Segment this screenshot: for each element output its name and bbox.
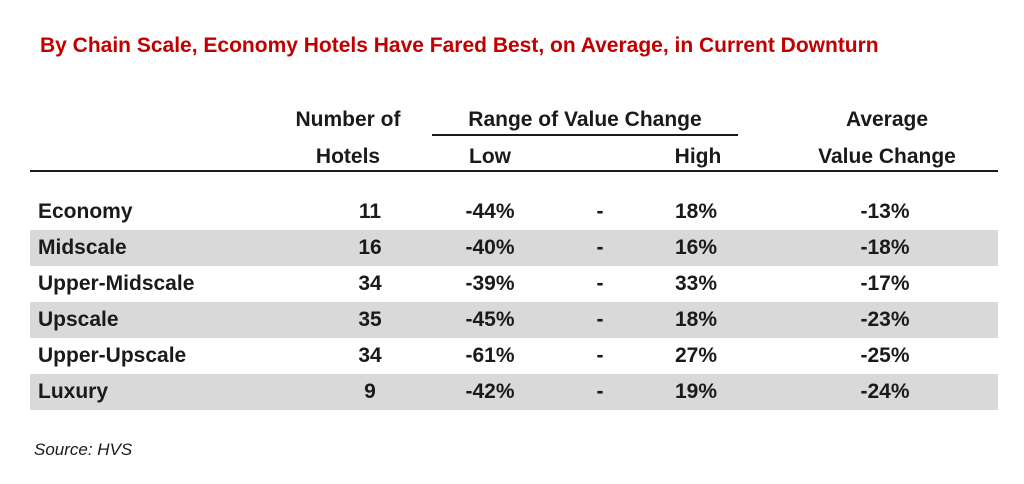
header-high: High (674, 145, 722, 168)
low-value: -40% (465, 236, 515, 259)
number-of-hotels: 11 (358, 200, 382, 223)
range-underline (432, 134, 738, 136)
range-dash: - (596, 200, 604, 223)
average-value-change: -13% (860, 200, 910, 223)
table-row: Upscale 35 -45% - 18% -23% (30, 302, 998, 338)
high-value: 18% (674, 200, 718, 223)
table-row: Luxury 9 -42% - 19% -24% (30, 374, 998, 410)
header-average-line1: Average (845, 108, 929, 131)
number-of-hotels: 9 (364, 380, 376, 403)
average-value-change: -25% (860, 344, 910, 367)
table-row: Economy 11 -44% - 18% -13% (30, 194, 998, 230)
high-value: 33% (674, 272, 718, 295)
average-value-change: -18% (860, 236, 910, 259)
header-divider (30, 170, 998, 172)
high-value: 16% (674, 236, 718, 259)
range-dash: - (596, 344, 604, 367)
row-label: Economy (38, 200, 133, 223)
high-value: 18% (674, 308, 718, 331)
row-label: Midscale (38, 236, 127, 259)
chart-title: By Chain Scale, Economy Hotels Have Fare… (40, 34, 879, 57)
high-value: 27% (674, 344, 718, 367)
range-dash: - (596, 272, 604, 295)
row-label: Luxury (38, 380, 109, 403)
row-label: Upper-Upscale (38, 344, 187, 367)
header-number-line1: Number of (295, 108, 401, 131)
range-dash: - (596, 308, 604, 331)
range-dash: - (596, 236, 604, 259)
header-average-line2: Value Change (818, 145, 956, 168)
source-note: Source: HVS (34, 440, 133, 459)
range-dash: - (596, 380, 604, 403)
table-body: Economy 11 -44% - 18% -13% Midscale 16 -… (30, 194, 998, 410)
low-value: -45% (465, 308, 515, 331)
row-label: Upper-Midscale (38, 272, 195, 295)
table-row: Midscale 16 -40% - 16% -18% (30, 230, 998, 266)
number-of-hotels: 16 (358, 236, 382, 259)
low-value: -39% (465, 272, 515, 295)
low-value: -44% (465, 200, 515, 223)
number-of-hotels: 34 (358, 344, 382, 367)
number-of-hotels: 35 (358, 308, 382, 331)
low-value: -61% (465, 344, 515, 367)
header-low: Low (469, 145, 511, 168)
average-value-change: -23% (860, 308, 910, 331)
low-value: -42% (465, 380, 515, 403)
table-row: Upper-Upscale 34 -61% - 27% -25% (30, 338, 998, 374)
average-value-change: -24% (860, 380, 910, 403)
number-of-hotels: 34 (358, 272, 382, 295)
table-row: Upper-Midscale 34 -39% - 33% -17% (30, 266, 998, 302)
header-range: Range of Value Change (468, 108, 702, 131)
average-value-change: -17% (860, 272, 910, 295)
header-number-line2: Hotels (315, 145, 381, 168)
high-value: 19% (674, 380, 718, 403)
row-label: Upscale (38, 308, 119, 331)
